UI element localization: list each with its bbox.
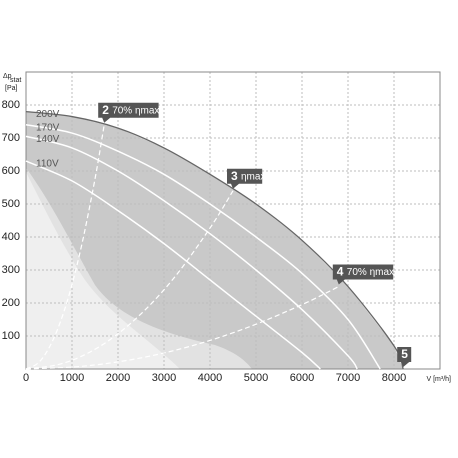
y-label-unit: [Pa] bbox=[5, 85, 18, 92]
y-tick-label: 200 bbox=[2, 297, 20, 309]
x-tick-label: 2000 bbox=[106, 372, 130, 384]
annotation: 3 ηmax bbox=[227, 168, 265, 189]
x-tick-label: 7000 bbox=[336, 372, 360, 384]
x-tick-label: 5000 bbox=[244, 372, 268, 384]
x-tick-label: 3000 bbox=[152, 372, 176, 384]
x-tick-label: 1000 bbox=[60, 372, 84, 384]
areas bbox=[26, 111, 404, 369]
annotation-number: 5 bbox=[401, 347, 408, 361]
annotation-number: 4 bbox=[337, 265, 344, 279]
annotation-box bbox=[227, 168, 263, 189]
annotation-number: 3 bbox=[231, 169, 238, 183]
annotation-text: ηmax bbox=[241, 171, 265, 182]
annotation: 4 70% ηmax bbox=[332, 264, 394, 285]
annotation-box bbox=[397, 347, 412, 367]
x-tick-label: 0 bbox=[23, 372, 29, 384]
y-tick-label: 300 bbox=[2, 264, 20, 276]
y-label: Δp bbox=[3, 73, 12, 80]
plot-frame bbox=[25, 71, 441, 370]
x-tick-label: 8000 bbox=[382, 372, 406, 384]
x-tick-label: 6000 bbox=[290, 372, 314, 384]
curve-label: 140V bbox=[36, 134, 60, 145]
speed-curve bbox=[25, 135, 358, 370]
y-tick-label: 400 bbox=[2, 231, 20, 243]
x-tick-label: 4000 bbox=[198, 372, 222, 384]
curve-label: 110V bbox=[36, 159, 59, 170]
annotation-text: 70% ηmax bbox=[347, 267, 394, 278]
annotation: 5 bbox=[397, 347, 412, 367]
y-tick-label: 100 bbox=[2, 330, 20, 342]
y-tick-label: 700 bbox=[2, 132, 20, 144]
annotation: 2 70% ηmax bbox=[98, 102, 159, 123]
lightest-region bbox=[26, 172, 180, 369]
y-tick-label: 500 bbox=[2, 198, 20, 210]
x-label: V [m³/h] bbox=[426, 376, 451, 383]
y-tick-label: 800 bbox=[2, 99, 20, 111]
curve-label: 200V bbox=[36, 109, 60, 120]
efficiency-line bbox=[25, 124, 105, 370]
y-label-sub: stat bbox=[10, 77, 21, 84]
curve-label: 170V bbox=[36, 122, 60, 133]
efficiency-line bbox=[25, 190, 234, 370]
annotation-text: 70% ηmax bbox=[112, 105, 159, 116]
annotation-box bbox=[332, 264, 394, 285]
annotation-number: 2 bbox=[102, 103, 109, 117]
speed-curve bbox=[25, 160, 321, 370]
speed-curve bbox=[25, 110, 404, 370]
speed-curve bbox=[25, 124, 381, 370]
y-tick-label: 600 bbox=[2, 165, 20, 177]
area bbox=[26, 111, 404, 369]
annotation-box bbox=[98, 102, 159, 123]
